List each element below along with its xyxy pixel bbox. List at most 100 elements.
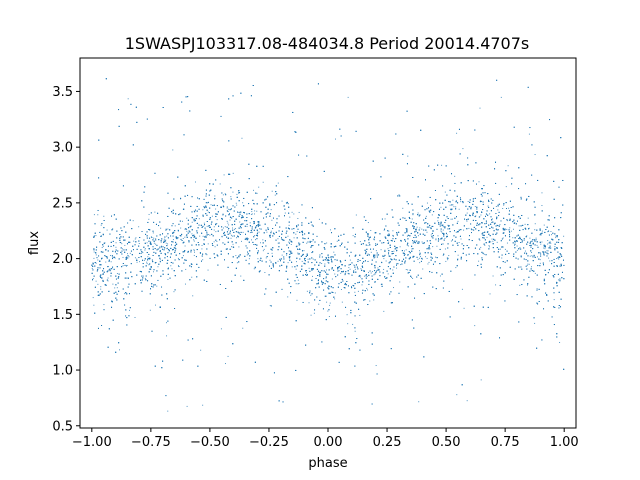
data-point [486, 236, 488, 238]
data-point [400, 264, 401, 266]
data-point [281, 254, 283, 256]
data-point [326, 242, 328, 244]
data-point [421, 241, 423, 243]
data-point [95, 254, 97, 256]
data-point [479, 107, 481, 109]
data-point [251, 211, 253, 213]
data-points [91, 78, 565, 412]
data-point [92, 278, 94, 280]
data-point [406, 235, 408, 237]
data-point [153, 242, 155, 244]
data-point [181, 220, 183, 222]
data-point [425, 256, 427, 258]
data-point [334, 265, 336, 267]
data-point [293, 213, 295, 215]
data-point [531, 252, 533, 254]
data-point [115, 246, 117, 248]
data-point [388, 253, 390, 255]
data-point [239, 221, 241, 223]
data-point [249, 232, 251, 234]
data-point [463, 229, 465, 231]
data-point [175, 237, 177, 239]
data-point [144, 277, 146, 279]
data-point [414, 240, 416, 242]
data-point [359, 314, 361, 316]
data-point [492, 240, 494, 242]
data-point [504, 261, 506, 263]
data-point [507, 165, 509, 167]
data-point [352, 323, 354, 325]
data-point [529, 255, 531, 257]
data-point [543, 247, 545, 249]
data-point [531, 255, 533, 257]
data-point [384, 249, 386, 251]
data-point [417, 212, 419, 214]
data-point [148, 218, 150, 220]
data-point [380, 283, 382, 285]
data-point [207, 269, 209, 271]
data-point [198, 218, 200, 220]
data-point [206, 225, 208, 227]
data-point [258, 186, 260, 188]
data-point [253, 223, 255, 225]
data-point [266, 213, 268, 214]
data-point [418, 250, 420, 252]
data-point [452, 204, 454, 206]
data-point [540, 243, 542, 245]
data-point [527, 217, 529, 219]
data-point [329, 229, 331, 231]
data-point [202, 259, 204, 261]
data-point [318, 271, 320, 273]
data-point [119, 349, 121, 351]
data-point [478, 260, 480, 262]
data-point [505, 186, 507, 188]
data-point [229, 219, 231, 221]
data-point [448, 255, 450, 257]
data-point [457, 220, 459, 222]
data-point [138, 243, 140, 245]
data-point [116, 287, 118, 289]
data-point [310, 314, 312, 316]
data-point [480, 379, 482, 381]
data-point [103, 304, 105, 306]
data-point [539, 259, 541, 261]
data-point [411, 276, 413, 278]
data-point [456, 132, 458, 134]
data-point [115, 242, 117, 244]
data-point [348, 267, 350, 269]
data-point [563, 235, 565, 237]
data-point [467, 200, 469, 202]
data-point [384, 218, 386, 220]
data-point [304, 259, 306, 261]
data-point [559, 341, 561, 343]
data-point [360, 276, 362, 278]
data-point [427, 247, 429, 249]
data-point [207, 202, 209, 204]
data-point [466, 212, 468, 214]
chart-title: 1SWASPJ103317.08-484034.8 Period 20014.4… [125, 34, 530, 53]
data-point [232, 191, 234, 193]
data-point [402, 207, 404, 209]
data-point [474, 325, 476, 327]
data-point [203, 222, 205, 224]
data-point [103, 215, 105, 217]
data-point [512, 228, 514, 230]
data-point [340, 272, 342, 274]
data-point [226, 207, 228, 209]
data-point [442, 226, 444, 228]
data-point [100, 288, 102, 290]
data-point [97, 283, 99, 285]
data-point [520, 256, 522, 258]
data-point [461, 288, 463, 290]
data-point [298, 283, 300, 285]
data-point [347, 272, 349, 274]
data-point [396, 267, 398, 269]
data-point [318, 303, 320, 305]
data-point [180, 227, 182, 229]
data-point [298, 211, 300, 213]
data-point [246, 225, 248, 227]
data-point [503, 204, 505, 206]
data-point [107, 277, 109, 279]
data-point [404, 260, 406, 262]
data-point [535, 237, 537, 239]
